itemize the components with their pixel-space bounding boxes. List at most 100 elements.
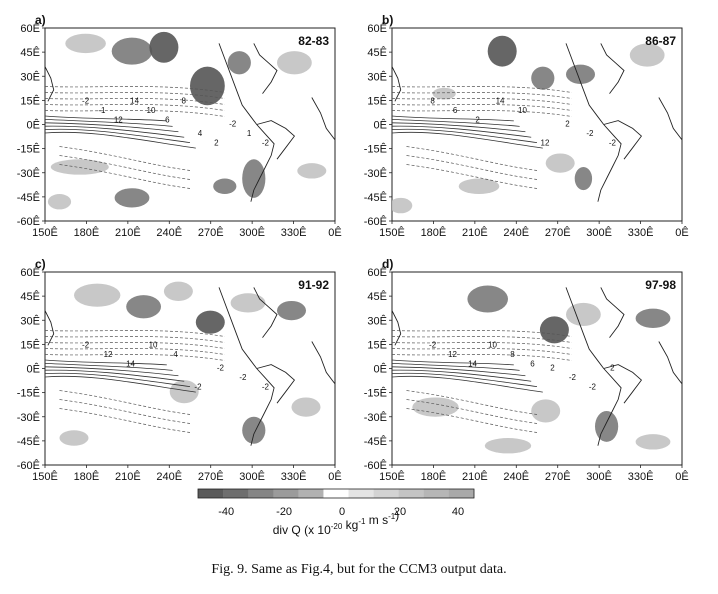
x-tick-label: 0Ê — [328, 226, 341, 239]
contour-label: -2 — [569, 373, 577, 382]
contour-line — [392, 359, 514, 366]
contour-label: 14 — [130, 96, 139, 105]
colorbar-swatch — [348, 489, 374, 498]
y-tick-label: -15Ê — [17, 143, 40, 156]
coastline — [218, 43, 258, 125]
dashed-contour-line — [59, 399, 191, 424]
contour-label: -2 — [609, 139, 617, 148]
coastline — [311, 341, 335, 385]
shading-region — [163, 281, 193, 301]
coastline — [603, 364, 643, 404]
contour-label: 10 — [518, 106, 527, 115]
coastline — [311, 97, 335, 141]
dashed-contour-line — [406, 164, 538, 189]
contour-line — [392, 366, 526, 377]
y-tick-label: 30Ê — [367, 70, 387, 83]
x-tick-label: 300Ê — [586, 470, 612, 483]
shading-region — [566, 64, 595, 84]
contour-line — [392, 128, 538, 144]
contour-label: 10 — [488, 340, 497, 349]
contour-line — [392, 131, 543, 149]
colorbar-swatch — [248, 489, 274, 498]
y-tick-label: 15Ê — [20, 338, 40, 351]
contour-line — [45, 359, 167, 366]
shading-region — [291, 397, 321, 417]
x-tick-label: 0Ê — [675, 226, 688, 239]
contour-label: 8 — [510, 350, 515, 359]
colorbar-tick-label: -40 — [218, 506, 234, 518]
y-tick-label: -45Ê — [364, 191, 387, 204]
shading-region — [169, 380, 199, 404]
y-tick-label: 45Ê — [367, 46, 387, 59]
contour-label: -2 — [217, 363, 225, 372]
contour-label: 14 — [468, 360, 477, 369]
dashed-contour-line — [59, 164, 191, 189]
shading-region — [242, 159, 266, 198]
y-tick-label: -15Ê — [17, 387, 40, 400]
y-tick-label: -45Ê — [364, 435, 387, 448]
shading-region — [149, 31, 179, 63]
y-tick-label: 0Ê — [374, 363, 387, 376]
coastline — [565, 287, 605, 369]
x-tick-label: 180Ê — [74, 470, 100, 483]
dashed-contour-line — [59, 390, 191, 415]
y-tick-label: -60Ê — [17, 459, 40, 472]
x-tick-label: 300Ê — [239, 226, 265, 239]
y-tick-label: 45Ê — [20, 290, 40, 303]
shading-region — [531, 66, 555, 90]
dashed-contour-line — [406, 146, 538, 171]
y-tick-label: -15Ê — [364, 387, 387, 400]
x-tick-label: 0Ê — [675, 470, 688, 483]
contour-line — [392, 375, 543, 393]
contour-label: 8 — [430, 96, 435, 105]
x-tick-label: 150Ê — [32, 470, 58, 483]
dashed-contour-line — [45, 330, 225, 337]
contour-line — [392, 122, 526, 133]
colorbar-label: div Q (x 10-20 kg-1 m s-1) — [273, 508, 400, 537]
panel-letter: c) — [35, 257, 46, 271]
shading-region — [531, 399, 561, 423]
contour-label: 2 — [610, 363, 615, 372]
colorbar-swatch — [398, 489, 425, 498]
contour-line — [392, 125, 532, 138]
coastline — [392, 310, 402, 346]
dashed-contour-line — [45, 98, 225, 105]
shading-region — [277, 300, 306, 321]
contour-line — [45, 125, 185, 138]
contour-line — [392, 115, 514, 122]
dashed-contour-line — [392, 336, 572, 343]
colorbar-swatch — [373, 489, 400, 498]
colorbar-tick-label: 40 — [452, 506, 464, 518]
contour-label: -2 — [262, 383, 270, 392]
y-tick-label: -30Ê — [364, 411, 387, 424]
contour-label: -2 — [82, 96, 90, 105]
contour-line — [45, 131, 196, 149]
dashed-contour-line — [59, 155, 191, 180]
contour-label: 6 — [453, 106, 458, 115]
contour-label: -2 — [262, 139, 270, 148]
shading-region — [114, 188, 150, 208]
x-tick-label: 330Ê — [628, 226, 654, 239]
coastline — [600, 287, 625, 338]
shading-region — [213, 178, 237, 194]
colorbar-swatch — [198, 489, 224, 498]
coastline — [253, 43, 278, 94]
colorbar-tick-label: 0 — [339, 506, 345, 518]
colorbar-swatch — [323, 489, 349, 498]
period-label: 86-87 — [645, 34, 676, 48]
x-tick-label: 180Ê — [74, 226, 100, 239]
shading-region — [635, 308, 671, 328]
coastline — [253, 287, 278, 338]
colorbar-swatch — [298, 489, 324, 498]
map-content: 8 6 2 14 10 12 2 -2 -2 — [392, 35, 682, 214]
colorbar-swatch — [448, 489, 475, 498]
colorbar-swatch — [273, 489, 299, 498]
x-tick-label: 210Ê — [462, 470, 488, 483]
dashed-contour-line — [45, 342, 225, 349]
contour-line — [392, 363, 520, 371]
dashed-contour-line — [392, 354, 572, 361]
coastline — [256, 120, 296, 160]
x-tick-label: 180Ê — [421, 226, 447, 239]
contour-line — [45, 372, 191, 388]
